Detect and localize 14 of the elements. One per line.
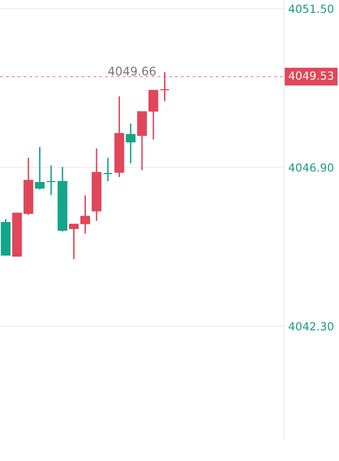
y-tick-label: 4051.50 [288,4,334,14]
candlestick [148,90,158,140]
candlestick [137,111,147,171]
annotation: 4049.66 [108,66,156,76]
candlestick [80,194,90,234]
candlestick [46,164,56,196]
y-tick-label: 4046.90 [288,163,334,172]
y-tick-label: 4042.30 [288,322,334,330]
candlestick [34,146,45,190]
candlestick [126,122,136,164]
ref-line-label: 4049.53 [288,71,334,80]
candlestick [103,157,113,182]
candlestick [68,224,79,260]
candlestick [160,71,170,102]
